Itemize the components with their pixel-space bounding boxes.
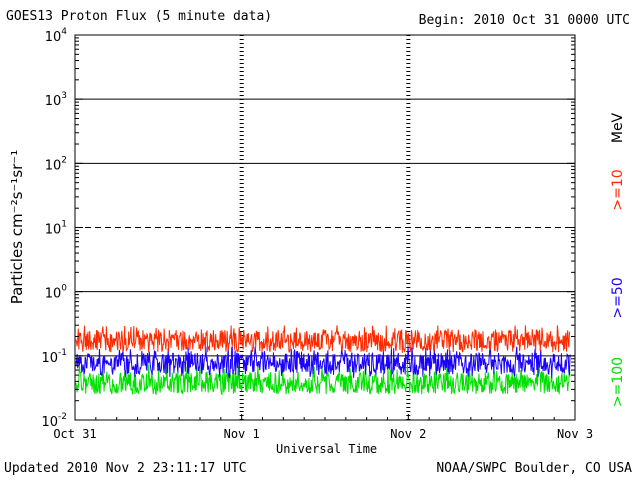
legend-label-1: >=50 — [610, 277, 626, 318]
y-axis-label: Particles cm⁻²s⁻¹sr⁻¹ — [8, 150, 26, 304]
y-tick-label: 101 — [45, 220, 67, 238]
y-tick-label: 10-1 — [41, 348, 67, 366]
legend-label-2: >=100 — [610, 357, 626, 407]
y-tick-label: 100 — [45, 284, 68, 302]
x-tick-label: Nov 3 — [557, 427, 593, 441]
chart-title: GOES13 Proton Flux (5 minute data) — [6, 9, 273, 24]
x-tick-label: Oct 31 — [53, 427, 96, 441]
series-line-0 — [75, 325, 571, 353]
x-tick-label: Nov 1 — [224, 427, 260, 441]
updated-timestamp: Updated 2010 Nov 2 23:11:17 UTC — [4, 461, 247, 476]
series-line-1 — [75, 346, 571, 379]
y-tick-label: 10-2 — [41, 412, 67, 430]
y-tick-label: 102 — [45, 155, 67, 173]
x-axis-label: Universal Time — [276, 442, 378, 456]
credit-label: NOAA/SWPC Boulder, CO USA — [436, 461, 632, 476]
series-line-2 — [75, 363, 571, 396]
legend-unit-label: MeV — [610, 112, 626, 143]
y-tick-label: 103 — [45, 91, 67, 109]
begin-time-label: Begin: 2010 Oct 31 0000 UTC — [418, 13, 630, 28]
x-tick-label: Nov 2 — [390, 427, 426, 441]
y-tick-label: 104 — [45, 27, 68, 45]
legend-label-0: >=10 — [610, 169, 626, 210]
